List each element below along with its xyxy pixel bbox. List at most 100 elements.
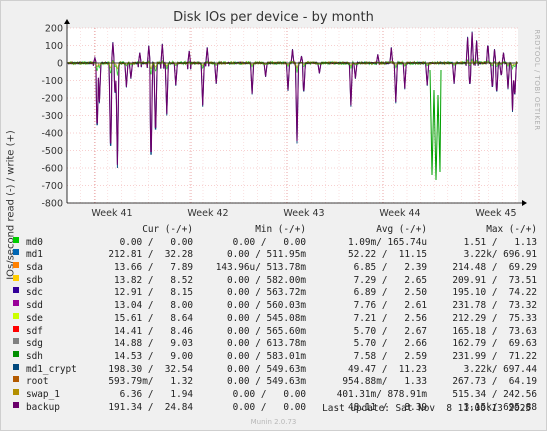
legend-swatch: [13, 363, 19, 370]
y-tick-label: -600: [41, 164, 63, 175]
legend-avg-value: 401.31m/ 878.91m: [336, 388, 427, 400]
plot-area: 200 100 0 -100 -200 -300 -400 -500 -600 -700 -800 W…: [41, 19, 527, 219]
x-tick-label: Week 45: [475, 208, 516, 219]
legend-swatch: [13, 338, 19, 345]
legend-avg-value: 5.70 / 2.66: [353, 338, 427, 350]
rrdtool-watermark: RRDTOOL / TOBI OETIKER: [533, 29, 541, 131]
legend-row-sdb: sdb 13.82 / 8.52 0.00 / 582.00m 7.29 / 2.65…: [10, 274, 540, 288]
legend-row-backup: backup 191.34 / 24.84 0.00 / 0.00 48.11 / 8…: [10, 401, 540, 415]
legend-cur-value: 14.41 / 8.46: [113, 325, 193, 337]
legend-table: Cur (-/+) Min (-/+) Avg (-/+) Max (-/+) …: [10, 224, 540, 414]
legend-max-value: 212.29 / 75.33: [452, 312, 537, 324]
y-tick-label: -200: [41, 94, 63, 105]
legend-min-value: 0.00 / 545.08m: [226, 312, 306, 324]
legend-avg-value: 7.76 / 2.61: [353, 300, 427, 312]
legend-series-name: root: [26, 376, 49, 388]
legend-swatch: [13, 388, 19, 395]
x-tick-label: Week 43: [283, 208, 324, 219]
legend-series-name: sdg: [26, 338, 43, 350]
legend-avg-value: 6.89 / 2.50: [353, 287, 427, 299]
legend-max-value: 214.48 / 69.29: [452, 262, 537, 274]
legend-min-value: 0.00 / 582.00m: [226, 274, 306, 286]
y-tick-label: -100: [41, 76, 63, 87]
x-tick-label: Week 44: [379, 208, 420, 219]
legend-min-value: 0.00 / 549.63m: [226, 376, 306, 388]
munin-version: Munin 2.0.73: [250, 418, 297, 426]
legend-min-value: 0.00 / 0.00: [232, 388, 306, 400]
legend-swatch: [13, 401, 19, 408]
legend-cur-value: 212.81 / 32.28: [108, 249, 193, 261]
legend-col-min: Min (-/+): [255, 224, 306, 235]
legend-series-name: sdf: [26, 325, 43, 337]
legend-max-value: 165.18 / 73.63: [452, 325, 537, 337]
legend-min-value: 0.00 / 511.95m: [226, 249, 306, 261]
legend-swatch: [13, 236, 19, 243]
legend-swatch: [13, 350, 19, 357]
y-tick-label: -800: [41, 199, 63, 210]
legend-cur-value: 593.79m/ 1.32: [108, 376, 193, 388]
legend-swatch: [13, 287, 19, 294]
legend-max-value: 515.34 / 242.56: [452, 388, 537, 400]
legend-max-value: 231.99 / 71.22: [452, 350, 537, 362]
legend-max-value: 162.79 / 69.63: [452, 338, 537, 350]
legend-cur-value: 13.82 / 8.52: [113, 274, 193, 286]
legend-row-sdg: sdg 14.88 / 9.03 0.00 / 613.78m 5.70 / 2.66…: [10, 338, 540, 351]
legend-max-value: 1.51 / 1.13: [463, 236, 537, 248]
legend-avg-value: 48.11 / 8.39: [347, 401, 427, 413]
legend-cur-value: 12.91 / 8.15: [113, 287, 193, 299]
legend-cur-value: 13.04 / 8.00: [113, 300, 193, 312]
y-tick-label: 200: [45, 24, 63, 35]
legend-cur-value: 191.34 / 24.84: [108, 401, 193, 413]
legend-row-sde: sde 15.61 / 8.64 0.00 / 545.08m 7.21 / 2.56…: [10, 312, 540, 326]
legend-cur-value: 14.88 / 9.03: [113, 338, 193, 350]
legend-swatch: [13, 249, 19, 256]
legend-swatch: [13, 262, 19, 269]
legend-swatch: [13, 325, 19, 332]
legend-series-name: sdd: [26, 300, 43, 312]
legend-col-cur: Cur (-/+): [142, 224, 193, 235]
legend-max-value: 267.73 / 64.19: [452, 376, 537, 388]
x-tick-label: Week 41: [91, 208, 132, 219]
y-tick-label: -700: [41, 181, 63, 192]
legend-min-value: 0.00 / 583.01m: [226, 350, 306, 362]
y-axis-arrow: [64, 19, 70, 24]
y-tick-label: -500: [41, 146, 63, 157]
legend-min-value: 0.00 / 0.00: [232, 401, 306, 413]
x-axis-arrow: [522, 200, 527, 206]
legend-row-root: root 593.79m/ 1.32 0.00 / 549.63m 954.88m/ …: [10, 376, 540, 389]
legend-col-max: Max (-/+): [486, 224, 537, 235]
legend-row-sdc: sdc 12.91 / 8.15 0.00 / 563.72m 6.89 / 2.50…: [10, 287, 540, 300]
x-tick-label: Week 42: [187, 208, 228, 219]
legend-min-value: 0.00 / 565.60m: [226, 325, 306, 337]
legend-min-value: 0.00 / 560.03m: [226, 300, 306, 312]
legend-cur-value: 15.61 / 8.64: [113, 312, 193, 324]
legend-series-name: sdh: [26, 350, 43, 362]
legend-min-value: 143.96u/ 513.78m: [215, 262, 306, 274]
legend-row-sdf: sdf 14.41 / 8.46 0.00 / 565.60m 5.70 / 2.67…: [10, 325, 540, 339]
legend-max-value: 3.22k/ 697.44: [463, 363, 537, 375]
legend-swatch: [13, 312, 19, 319]
legend-row-md1: md1 212.81 / 32.28 0.00 / 511.95m 52.22 / 1…: [10, 249, 540, 262]
legend-max-value: 3.15k/ 695.88: [463, 401, 537, 413]
legend-row-md0: md0 0.00 / 0.00 0.00 / 0.00 1.09m/ 165.74u 1…: [10, 236, 540, 250]
legend-swatch: [13, 274, 19, 281]
legend-avg-value: 49.47 / 11.23: [347, 363, 427, 375]
legend-max-value: 3.22k/ 696.91: [463, 249, 537, 261]
legend-header: Cur (-/+) Min (-/+) Avg (-/+) Max (-/+): [10, 224, 540, 237]
legend-max-value: 195.10 / 74.22: [452, 287, 537, 299]
legend-max-value: 231.78 / 73.32: [452, 300, 537, 312]
y-tick-label: 0: [57, 59, 63, 70]
legend-row-sda: sda 13.66 / 7.89 143.96u/ 513.78m 6.85 / 2.…: [10, 262, 540, 275]
legend-min-value: 0.00 / 0.00: [232, 236, 306, 248]
legend-avg-value: 7.58 / 2.59: [353, 350, 427, 362]
legend-min-value: 0.00 / 563.72m: [226, 287, 306, 299]
legend-swatch: [13, 376, 19, 383]
last-update: Last update: Sat Nov 8 11:00:13 2025: [322, 403, 531, 414]
legend-row-swap_1: swap_1 6.36 / 1.94 0.00 / 0.00 401.31m/ 878…: [10, 388, 540, 402]
y-tick-label: -400: [41, 129, 63, 140]
legend-cur-value: 0.00 / 0.00: [119, 236, 193, 248]
legend-series-name: sdc: [26, 287, 43, 299]
legend-col-avg: Avg (-/+): [376, 224, 427, 235]
legend-series-name: md1: [26, 249, 43, 261]
